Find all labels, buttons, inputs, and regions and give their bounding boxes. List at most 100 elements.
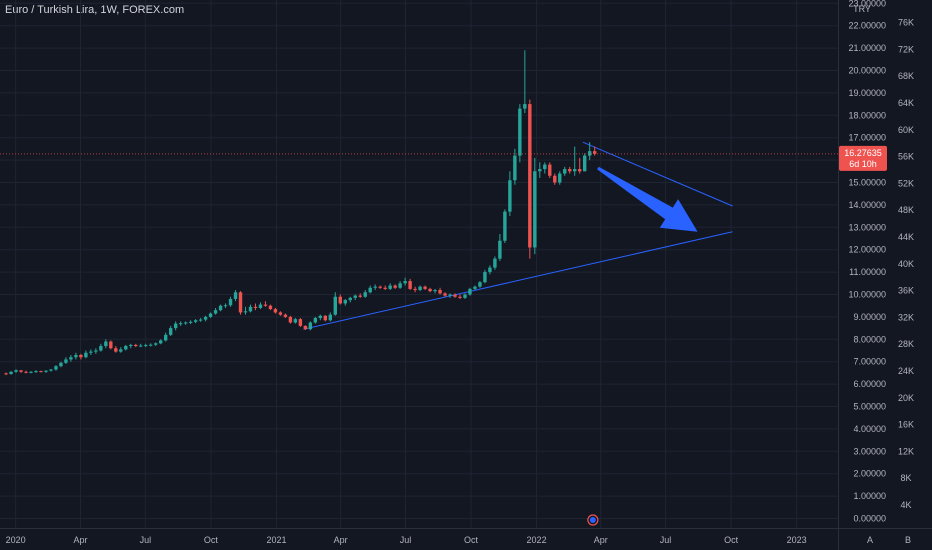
candle-body [592,151,597,154]
price-tick-label: 15.00000 [848,178,886,188]
candle-body [99,346,103,351]
candle-body [428,288,432,292]
candle-body [488,267,492,273]
candle-body [109,341,113,349]
candle-body [29,371,33,373]
candle-body [503,211,507,241]
candle-body [538,169,542,172]
candle-body [44,370,48,372]
candle-body [308,322,313,330]
time-tick-label: Oct [464,535,479,545]
candle-body [373,286,377,288]
candle-body [587,151,592,156]
candle-body [338,296,342,304]
price-tick-label: 2.00000 [853,469,886,479]
candle-body [233,292,238,299]
event-marker-icon[interactable] [587,514,599,526]
candle-body [363,292,367,297]
candle-body [114,348,118,352]
price-tick-label: 8.00000 [853,334,886,344]
trendlines[interactable] [303,141,733,330]
candle-body [383,287,387,289]
event-marker[interactable] [587,514,599,526]
event-marker-dot-icon [589,517,596,523]
time-tick-label: Oct [724,535,739,545]
price-tick-label: 0.00000 [853,514,886,524]
current-price-value: 16.27635 [844,148,882,158]
candle-body [548,164,552,176]
candle-body [553,175,557,183]
scale-button-a[interactable]: A [867,535,873,545]
candle-body [358,295,362,297]
candle-body [582,155,587,172]
candle-body [253,306,258,308]
candle-body [193,320,198,322]
candle-body [378,286,382,288]
volume-tick-label: 36K [898,286,914,296]
candle-body [203,316,208,320]
candle-body [54,366,58,370]
candle-body [433,290,437,292]
candle-body [448,294,452,296]
candle-body [248,306,253,312]
candle-body [144,345,148,347]
candle-body [163,334,168,341]
candle-body [303,325,308,330]
candle-body [69,357,73,360]
volume-tick-label: 52K [898,178,914,188]
candle-body [129,344,133,347]
candle-body [278,312,283,315]
down-arrow-icon[interactable] [597,166,698,232]
volume-tick-label: 40K [898,259,914,269]
time-tick-label: 2023 [787,535,807,545]
candle-body [473,286,477,289]
candle-body [263,304,268,306]
candle-body [134,344,138,347]
price-tick-label: 21.00000 [848,43,886,53]
trendline[interactable] [582,141,733,207]
price-tick-label: 6.00000 [853,379,886,389]
volume-tick-label: 48K [898,205,914,215]
candle-body [458,296,462,298]
price-tick-label: 19.00000 [848,88,886,98]
candle-body [183,322,188,324]
candle-body [59,362,63,367]
price-tick-label: 14.00000 [848,200,886,210]
candle-body [453,294,457,297]
candle-body [513,155,517,181]
candle-body [268,305,273,310]
candle-body [124,346,128,350]
candle-body [4,373,8,375]
candle-body [413,288,417,291]
volume-tick-label: 20K [898,393,914,403]
candle-body [518,108,522,156]
candle-body [218,305,223,311]
candle-body [393,285,397,288]
price-tick-label: 4.00000 [853,424,886,434]
forecast-arrow[interactable] [597,166,698,232]
candles [4,50,597,376]
volume-tick-label: 44K [898,232,914,242]
scale-button-b[interactable]: B [905,535,911,545]
candle-body [14,370,18,372]
volume-tick-label: 68K [898,71,914,81]
candle-body [443,293,447,296]
candle-body [343,300,347,304]
candle-body [348,297,352,301]
candle-body [64,359,68,363]
candle-body [159,340,163,344]
candle-body [533,171,537,248]
trendline[interactable] [303,231,733,330]
candle-body [84,352,88,358]
candle-body [208,313,213,317]
candle-body [104,341,108,347]
candle-body [119,349,123,352]
candle-body [188,321,193,323]
candle-body [288,316,293,323]
price-tick-label: 20.00000 [848,66,886,76]
candle-body [328,314,333,321]
time-tick-label: 2022 [527,535,547,545]
price-tick-label: 23.00000 [848,0,886,8]
volume-tick-label: 24K [898,366,914,376]
